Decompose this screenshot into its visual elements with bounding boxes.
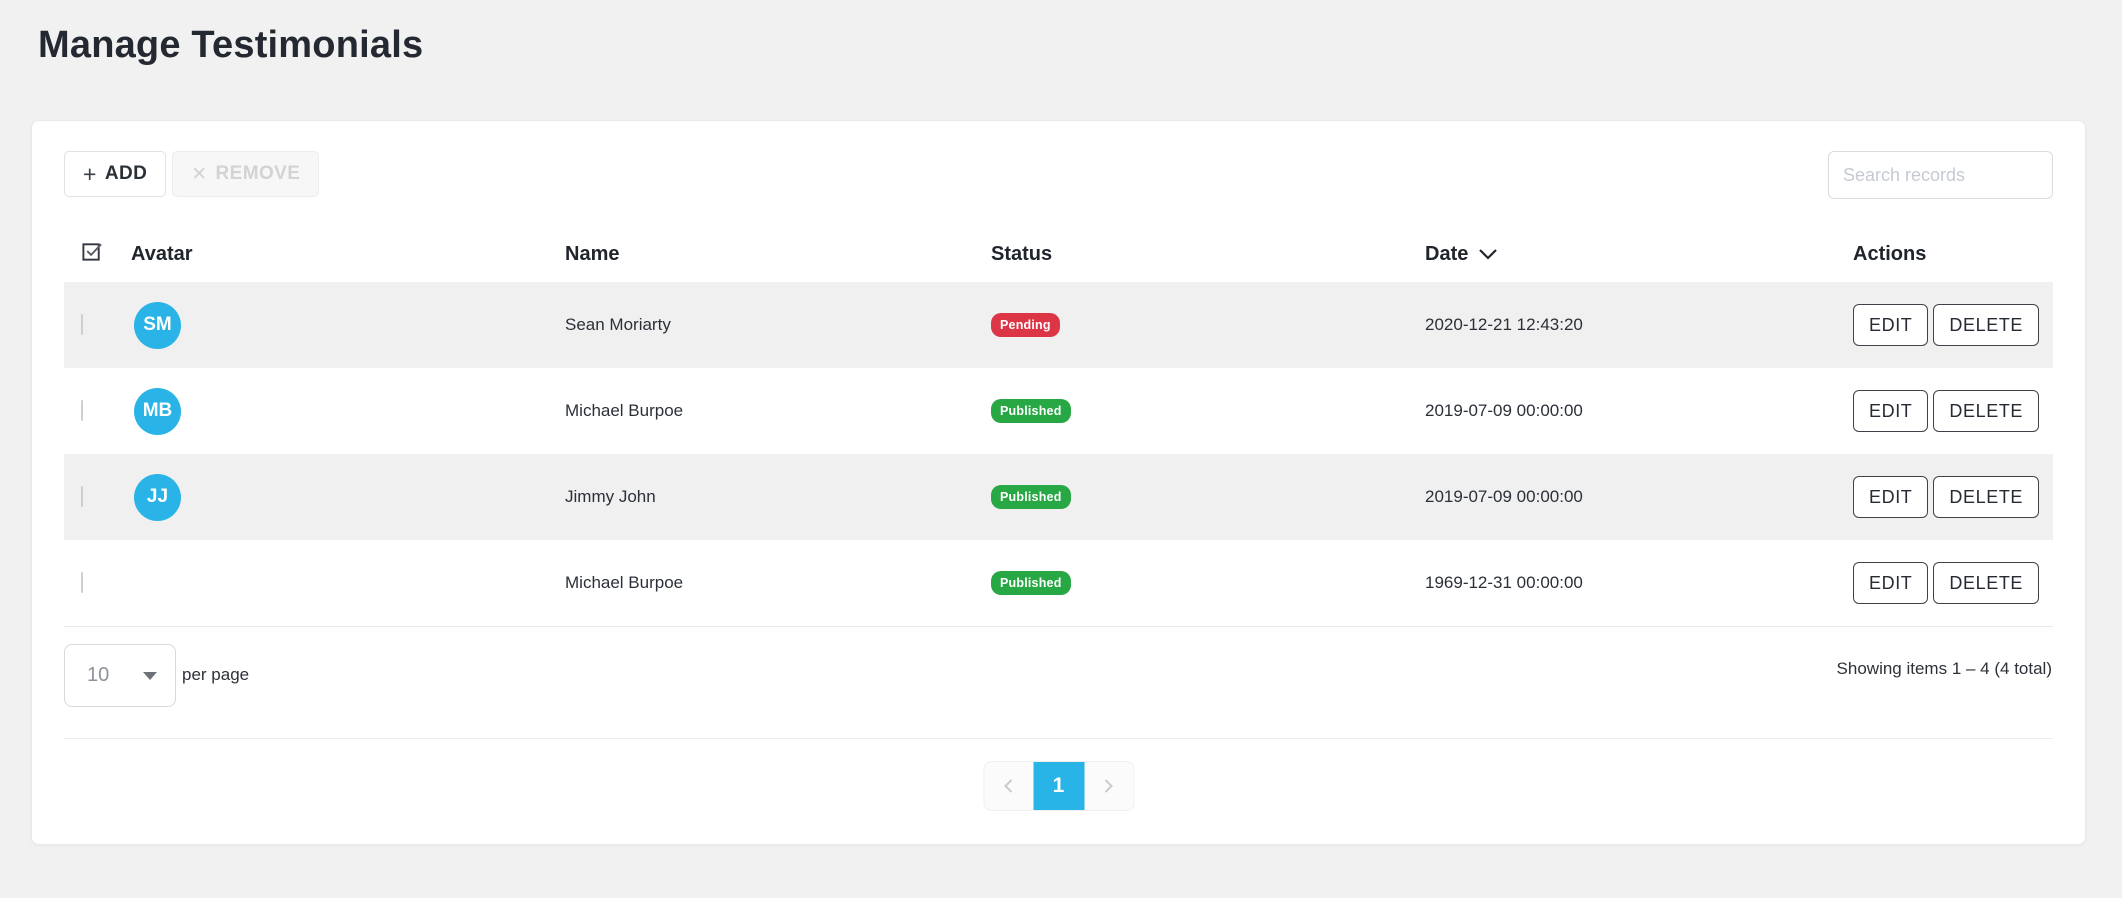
plus-icon: + (83, 160, 97, 187)
per-page-value: 10 (87, 664, 110, 686)
per-page-select[interactable]: 10 (64, 644, 176, 707)
showing-items-text: Showing items 1 – 4 (4 total) (1836, 659, 2052, 678)
column-header-date[interactable]: Date (1425, 243, 1853, 266)
column-header-avatar: Avatar (131, 242, 193, 265)
select-all-checkbox-icon[interactable] (81, 240, 104, 263)
column-header-name: Name (565, 242, 620, 265)
row-checkbox[interactable] (81, 486, 83, 507)
row-checkbox[interactable] (81, 572, 83, 593)
row-name: Michael Burpoe (565, 401, 684, 420)
remove-button[interactable]: ✕ REMOVE (172, 151, 320, 197)
avatar: MB (134, 387, 181, 435)
status-badge: Pending (991, 313, 1060, 337)
table-row: JJ Jimmy John Published 2019-07-09 00:00… (64, 454, 2053, 540)
remove-button-label: REMOVE (215, 163, 301, 184)
toolbar: + ADD ✕ REMOVE (64, 151, 320, 197)
row-date: 1969-12-31 00:00:00 (1425, 573, 1583, 592)
row-checkbox[interactable] (81, 314, 83, 335)
table-body: SM Sean Moriarty Pending 2020-12-21 12:4… (64, 282, 2053, 627)
add-button-label: ADD (104, 163, 148, 184)
row-name: Sean Moriarty (565, 315, 671, 334)
x-icon: ✕ (191, 163, 208, 185)
chevron-left-icon (1001, 776, 1017, 796)
column-header-date-label: Date (1425, 242, 1469, 265)
table-row: MB Michael Burpoe Published 2019-07-09 0… (64, 368, 2053, 454)
delete-button[interactable]: DELETE (1933, 476, 2040, 518)
row-date: 2020-12-21 12:43:20 (1425, 315, 1583, 334)
testimonials-table: Avatar Name Status Date Actions SM Sean … (64, 226, 2053, 627)
page-title: Manage Testimonials (38, 24, 424, 66)
add-button[interactable]: + ADD (64, 151, 167, 197)
edit-button[interactable]: EDIT (1853, 476, 1929, 518)
pagination: 1 (983, 761, 1134, 811)
table-row: Michael Burpoe Published 1969-12-31 00:0… (64, 540, 2053, 626)
column-header-actions: Actions (1853, 242, 1927, 265)
pagination-page-1[interactable]: 1 (1033, 762, 1084, 810)
chevron-down-icon (1478, 248, 1498, 260)
per-page-label: per page (182, 665, 250, 684)
status-badge: Published (991, 485, 1071, 509)
table-header-row: Avatar Name Status Date Actions (64, 226, 2053, 282)
pagination-prev-button[interactable] (984, 762, 1033, 810)
footer-divider (64, 738, 2053, 739)
delete-button[interactable]: DELETE (1933, 304, 2040, 346)
row-date: 2019-07-09 00:00:00 (1425, 401, 1583, 420)
row-checkbox[interactable] (81, 400, 83, 421)
pagination-next-button[interactable] (1084, 762, 1133, 810)
testimonials-card: + ADD ✕ REMOVE Avatar Name Status Da (31, 120, 2086, 845)
row-date: 2019-07-09 00:00:00 (1425, 487, 1583, 506)
chevron-right-icon (1101, 776, 1117, 796)
edit-button[interactable]: EDIT (1853, 390, 1929, 432)
status-badge: Published (991, 571, 1071, 595)
column-header-status: Status (991, 242, 1053, 265)
avatar: JJ (134, 473, 181, 521)
row-name: Jimmy John (565, 487, 656, 506)
row-name: Michael Burpoe (565, 573, 684, 592)
edit-button[interactable]: EDIT (1853, 562, 1929, 604)
search-input[interactable] (1828, 151, 2053, 199)
table-row: SM Sean Moriarty Pending 2020-12-21 12:4… (64, 282, 2053, 368)
delete-button[interactable]: DELETE (1933, 390, 2040, 432)
edit-button[interactable]: EDIT (1853, 304, 1929, 346)
caret-down-icon (143, 671, 157, 680)
avatar: SM (134, 301, 181, 349)
status-badge: Published (991, 399, 1071, 423)
delete-button[interactable]: DELETE (1933, 562, 2040, 604)
